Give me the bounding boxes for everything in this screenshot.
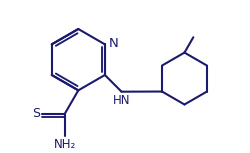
Text: HN: HN [112, 94, 130, 107]
Text: N: N [108, 37, 118, 50]
Text: NH₂: NH₂ [54, 138, 76, 151]
Text: S: S [32, 107, 40, 120]
